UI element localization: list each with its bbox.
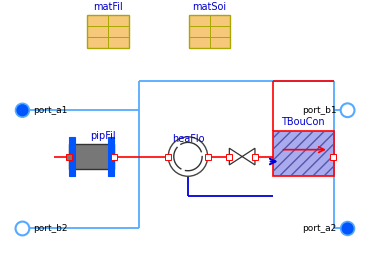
Circle shape	[341, 222, 354, 235]
Bar	[205, 154, 211, 159]
Text: pipFil: pipFil	[90, 131, 116, 141]
Bar	[108, 137, 114, 176]
Bar	[87, 15, 129, 48]
Bar	[226, 154, 232, 159]
Bar	[66, 154, 72, 159]
Text: port_b2: port_b2	[33, 224, 68, 233]
Bar	[69, 137, 75, 176]
Polygon shape	[229, 148, 242, 165]
Bar	[252, 154, 258, 159]
Circle shape	[168, 137, 208, 176]
Bar	[330, 154, 336, 159]
Bar	[273, 131, 334, 176]
Bar	[111, 154, 117, 159]
Text: port_a2: port_a2	[303, 224, 337, 233]
Circle shape	[16, 103, 29, 117]
Text: port_b1: port_b1	[302, 106, 337, 115]
Text: TBouCon: TBouCon	[282, 117, 325, 127]
Polygon shape	[242, 148, 255, 165]
Text: port_a1: port_a1	[33, 106, 68, 115]
Bar	[189, 15, 230, 48]
Text: matSoi: matSoi	[192, 2, 227, 12]
Text: heaFlo: heaFlo	[172, 134, 204, 144]
Bar	[69, 144, 114, 169]
Bar	[165, 154, 171, 159]
Circle shape	[16, 222, 29, 235]
Text: matFil: matFil	[93, 2, 123, 12]
Circle shape	[341, 103, 354, 117]
Bar	[273, 131, 334, 176]
